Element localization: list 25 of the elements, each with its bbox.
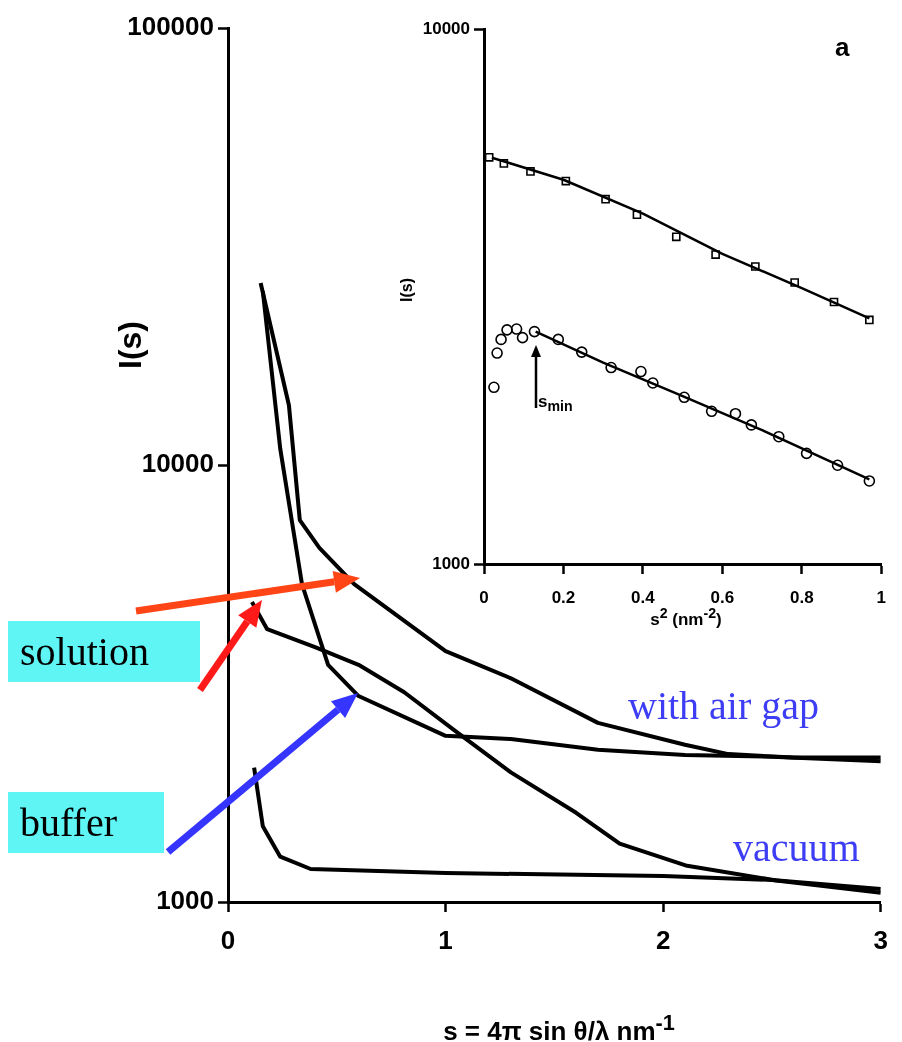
x-tick-label: 3 [873, 924, 888, 955]
text: solution [8, 621, 200, 682]
x-tick-label: 0.4 [631, 587, 656, 607]
annotation: a [835, 32, 850, 63]
annotation: s$_{min}$ [538, 392, 573, 415]
x-axis-title: s$^{2}$ (nm$^{-2}$) [650, 605, 722, 630]
x-axis-title: s = 4π sin θ/λ nm$^{-1}$ [443, 1010, 675, 1042]
y-axis-title: I(s) [398, 278, 416, 302]
y-tick-label: 100000 [127, 11, 214, 42]
x-tick-label: 1 [876, 587, 887, 607]
x-tick-label: 2 [655, 924, 671, 955]
y-tick-label: 10000 [141, 448, 214, 479]
y-tick-label: 1000 [432, 553, 470, 573]
text: buffer [8, 792, 164, 853]
y-axis-title: I(s) [112, 321, 149, 369]
x-tick-label: 0 [479, 587, 489, 607]
y-tick-label: 10000 [422, 18, 470, 38]
annotation: with air gap [628, 682, 820, 729]
x-tick-label: 0.2 [551, 587, 576, 607]
x-tick-label: 0.8 [790, 587, 814, 607]
x-tick-label: 0 [220, 924, 236, 955]
annotation: vacuum [733, 824, 860, 871]
x-tick-label: 0.6 [710, 587, 735, 607]
x-tick-label: 1 [438, 924, 453, 955]
y-tick-label: 1000 [156, 885, 214, 916]
